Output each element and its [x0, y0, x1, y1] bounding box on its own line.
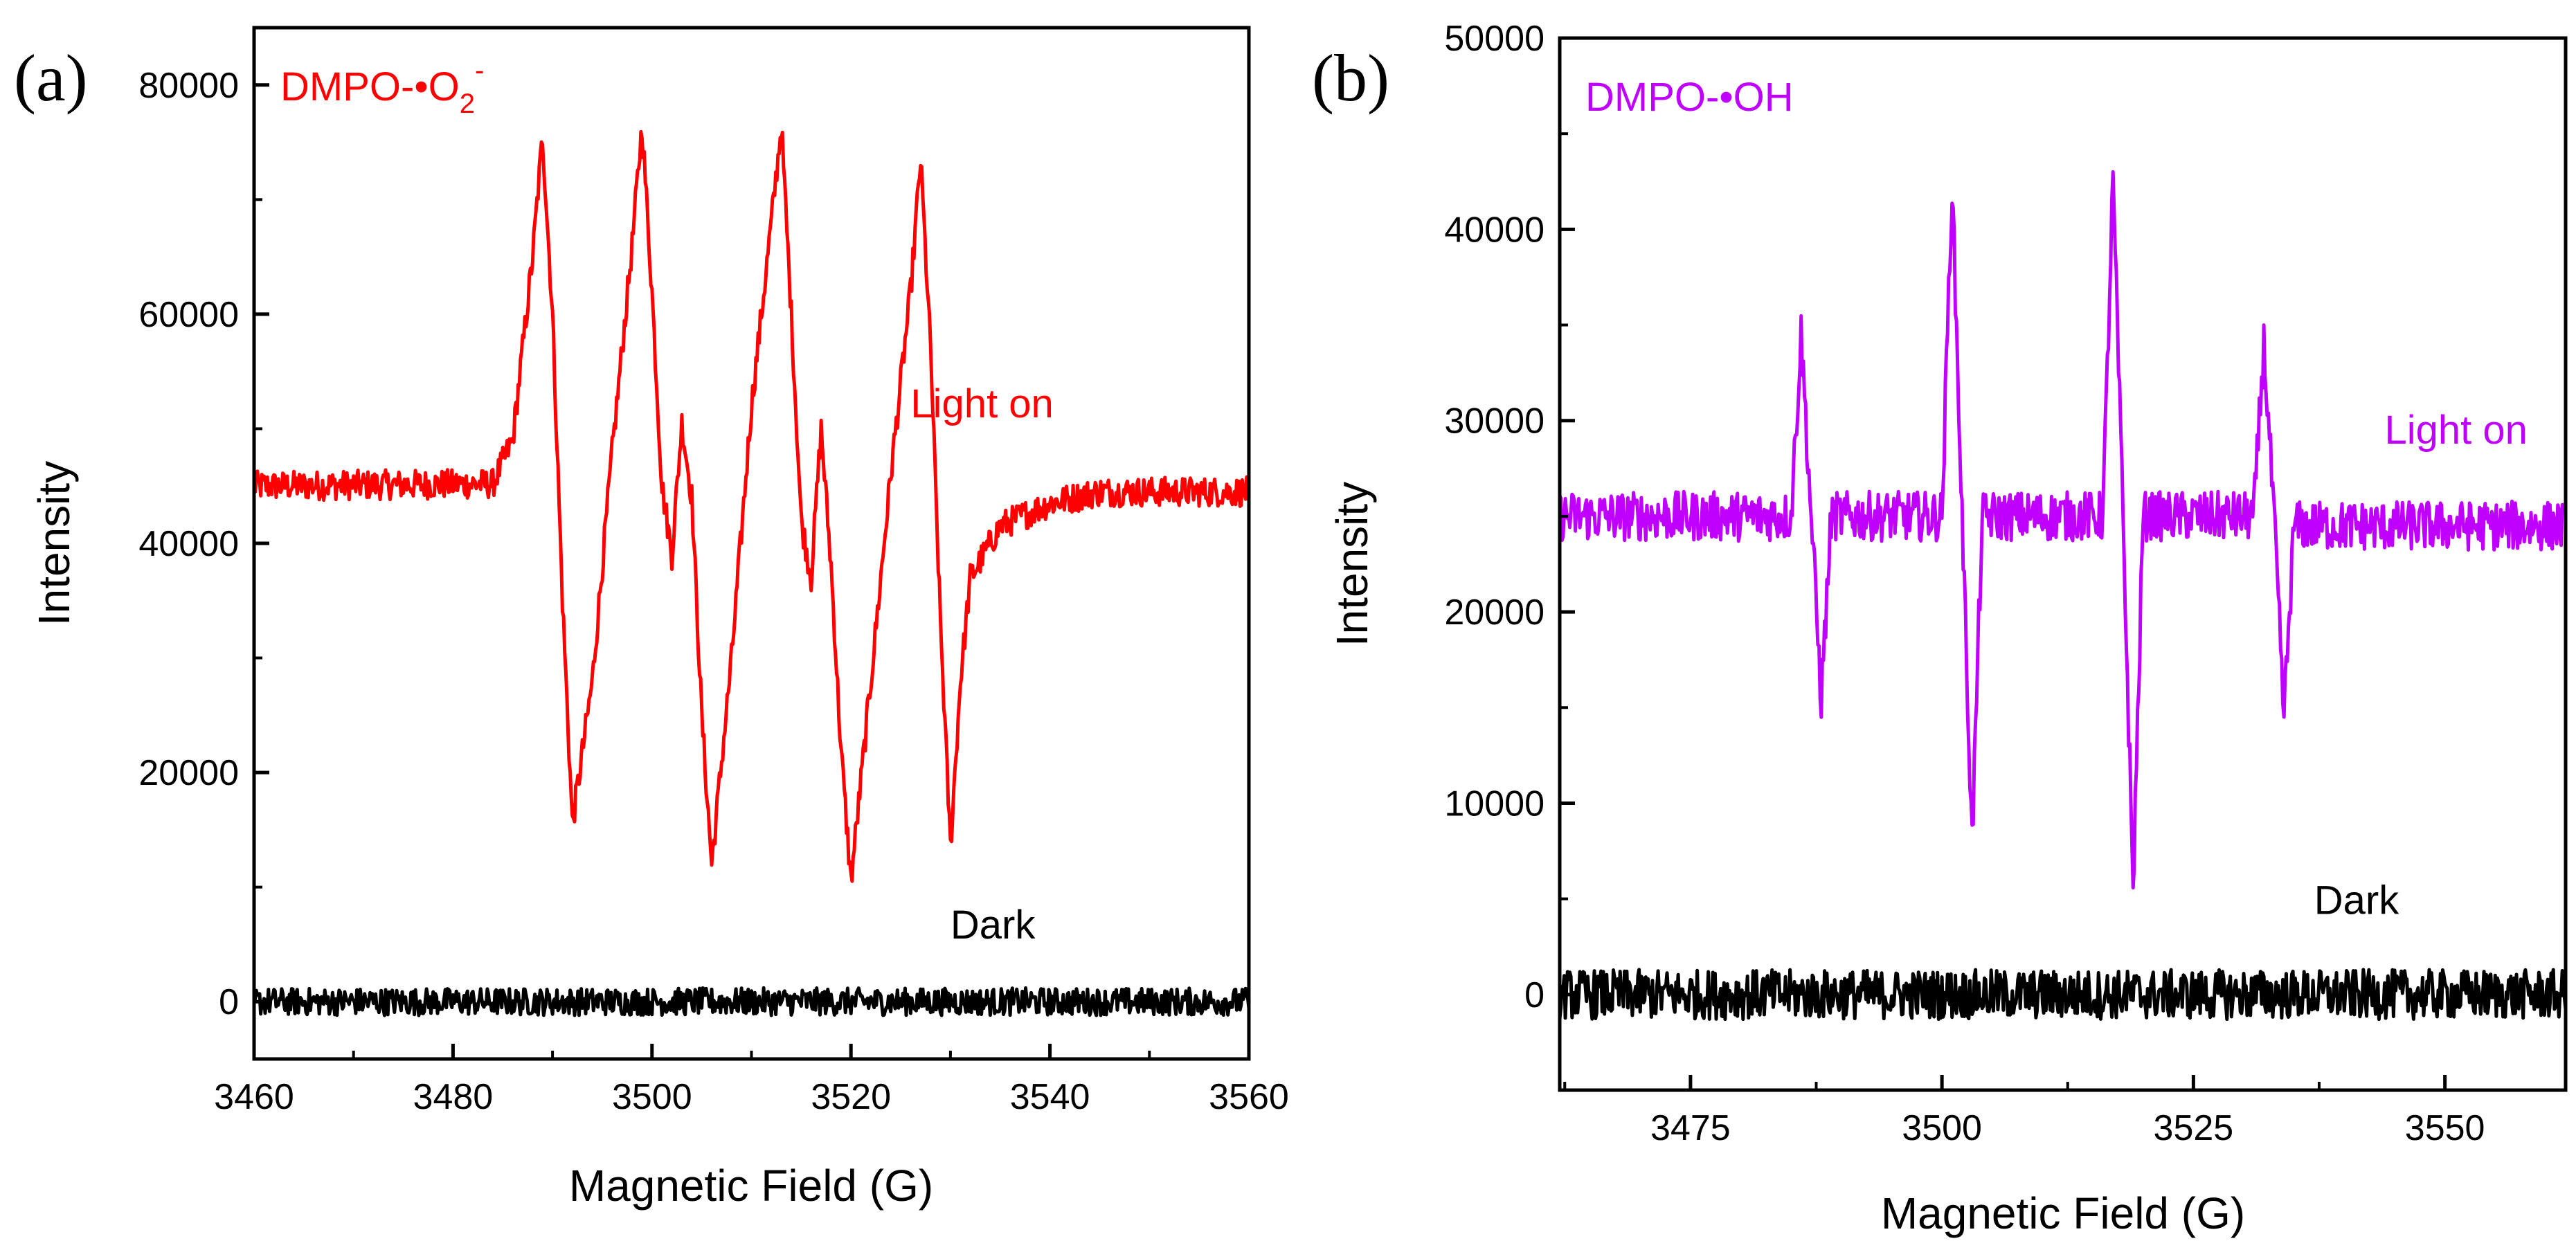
panel-b-y-ticks: 0 10000 20000 30000 40000 50000	[1444, 19, 1575, 1015]
panel-b-y-tick-label: 50000	[1444, 19, 1544, 59]
panel-b-x-label: Magnetic Field (G)	[1881, 1188, 2245, 1238]
panel-b-y-tick-label: 40000	[1444, 210, 1544, 250]
panel-b-y-tick-label: 20000	[1444, 592, 1544, 633]
panel-a-title-sup: -	[475, 55, 484, 86]
panel-b-x-tick-label: 3525	[2154, 1108, 2234, 1148]
panel-b-series-light-on	[1558, 170, 2568, 890]
panel-b-y-tick-label: 10000	[1444, 783, 1544, 824]
panel-a-label: (a)	[14, 41, 88, 115]
panel-b-x-tick-label: 3550	[2405, 1108, 2485, 1148]
panel-a-annotation-light-on: Light on	[910, 381, 1053, 426]
panel-a-x-label: Magnetic Field (G)	[569, 1161, 933, 1211]
panel-a-x-tick-label: 3500	[612, 1077, 692, 1117]
panel-a: (a) 3460 3480 3500 3520 3540 3560 0 20000 40000…	[14, 26, 1289, 1211]
panel-a-y-tick-label: 20000	[138, 753, 239, 793]
panel-b-x-tick-label: 3500	[1902, 1108, 1982, 1148]
panel-b: (b) 3475 3500 3525 3550 0 10000 20000 30000 400…	[1312, 19, 2568, 1238]
panel-a-title-main: DMPO-•O	[280, 64, 460, 109]
panel-b-series	[1558, 170, 2568, 1022]
panel-a-x-tick-label: 3460	[214, 1077, 294, 1117]
panel-a-frame	[252, 26, 1251, 1061]
panel-a-annotation-dark: Dark	[951, 903, 1036, 948]
panel-b-y-tick-label: 0	[1524, 975, 1544, 1015]
panel-a-title: DMPO-•O2-	[280, 55, 484, 119]
panel-a-title-sub: 2	[460, 89, 475, 119]
panel-a-y-tick-label: 40000	[138, 524, 239, 564]
panel-a-series-dark	[252, 986, 1251, 1017]
panel-a-y-ticks: 0 20000 40000 60000 80000	[138, 66, 269, 1022]
panel-a-y-tick-label: 60000	[138, 295, 239, 335]
panel-b-label: (b)	[1312, 41, 1389, 115]
panel-a-x-tick-label: 3540	[1010, 1077, 1090, 1117]
panel-b-y-label: Intensity	[1327, 482, 1377, 646]
panel-b-annotation-light-on: Light on	[2384, 408, 2527, 453]
panel-b-y-tick-label: 30000	[1444, 401, 1544, 442]
panel-a-x-tick-label: 3520	[811, 1077, 891, 1117]
panel-b-annotation-dark: Dark	[2314, 878, 2399, 923]
panel-b-series-dark	[1558, 968, 2568, 1022]
panel-b-x-tick-label: 3475	[1650, 1108, 1731, 1148]
panel-b-title: DMPO-•OH	[1585, 75, 1794, 120]
panel-b-frame	[1558, 36, 2568, 1092]
panel-a-y-tick-label: 0	[219, 982, 239, 1022]
panel-a-x-tick-label: 3480	[413, 1077, 494, 1117]
panel-a-y-label: Intensity	[29, 461, 79, 626]
panel-a-y-tick-label: 80000	[138, 66, 239, 106]
panel-a-x-ticks: 3460 3480 3500 3520 3540 3560	[214, 1044, 1289, 1117]
panel-a-series	[252, 129, 1251, 1017]
panel-a-x-tick-label: 3560	[1209, 1077, 1289, 1117]
panel-a-series-light-on	[252, 129, 1251, 883]
panel-b-x-ticks: 3475 3500 3525 3550	[1563, 1075, 2485, 1148]
